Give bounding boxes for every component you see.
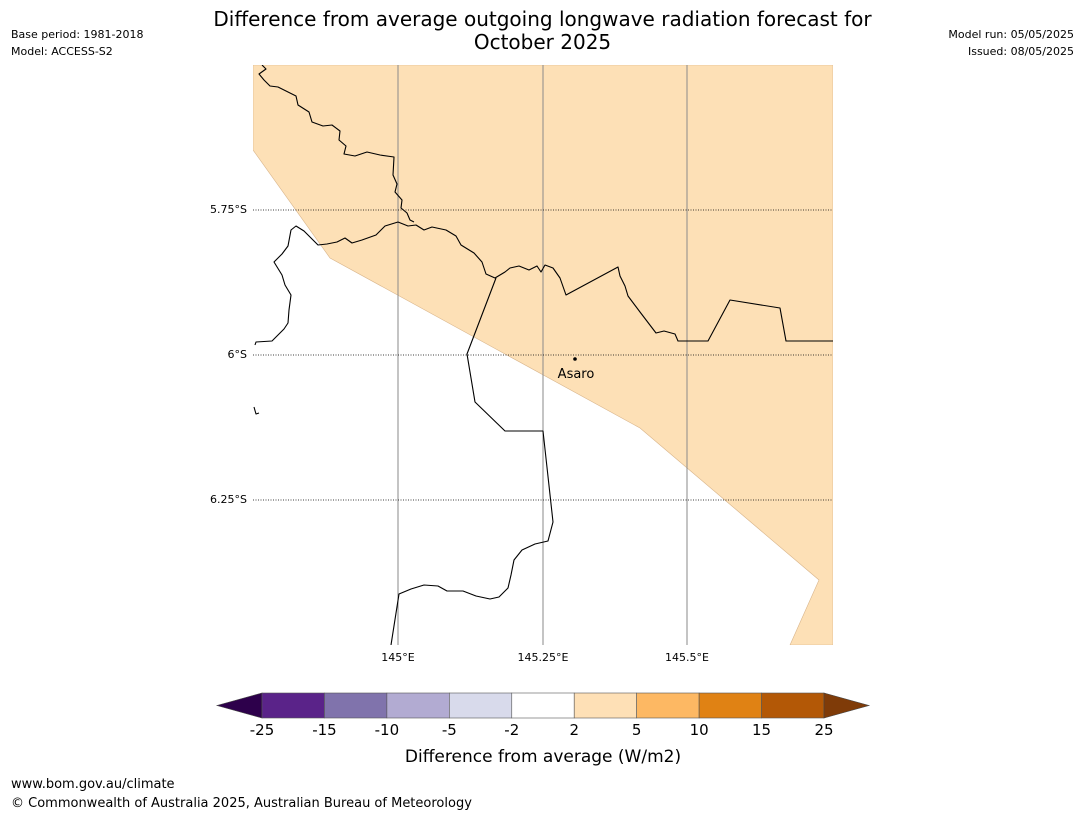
lon-label: 145°E [381,651,414,664]
lat-label: 5.75°S [210,203,247,216]
lat-label: 6.25°S [210,493,247,506]
colorbar-title: Difference from average (W/m2) [405,747,681,767]
boundary-line [254,221,833,346]
colorbar-tick-label: 10 [690,721,709,739]
title-line-1: Difference from average outgoing longwav… [213,7,872,31]
colorbar-tick-label: 5 [632,721,642,739]
boundary-line [258,65,415,223]
colorbar-segment [261,692,325,719]
asaro-marker [573,357,577,361]
colorbar-ticks: -25 -15 -10 -5 -2 2 5 10 15 25 [250,721,834,739]
colorbar-under-arrow [215,692,263,719]
model-text: Model: ACCESS-S2 [11,45,113,58]
colorbar-segment [511,692,575,719]
boundary-line [390,277,554,645]
colorbar-tick-label: 2 [569,721,579,739]
footer: www.bom.gov.au/climate © Commonwealth of… [11,775,472,813]
map-title: Difference from average outgoing longwav… [180,8,905,54]
colorbar-segment [449,692,513,719]
colorbar-tick-label: -2 [504,721,519,739]
colorbar-tick-label: 25 [814,721,833,739]
colorbar-tick-label: -25 [250,721,275,739]
map-area: Asaro [253,65,833,645]
colorbar: -25 -15 -10 -5 -2 2 5 10 15 25 Difference from av… [215,692,871,767]
footer-copyright: © Commonwealth of Australia 2025, Austra… [11,796,472,811]
colorbar-segment [761,692,825,719]
asaro-label: Asaro [558,367,595,382]
issued-text: Issued: 08/05/2025 [967,45,1074,58]
colorbar-tick-label: -5 [442,721,457,739]
title-line-2: October 2025 [473,30,612,54]
lat-label: 6°S [228,348,247,361]
province-boundaries [253,65,833,645]
footer-url[interactable]: www.bom.gov.au/climate [11,777,175,792]
meta-right: Model run: 05/05/2025 Issued: 08/05/2025 [948,26,1074,60]
colorbar-segment [573,692,637,719]
lon-label: 145.5°E [665,651,709,664]
meta-left: Base period: 1981-2018 Model: ACCESS-S2 [11,26,143,60]
colorbar-segment [386,692,450,719]
boundary-line [253,406,260,415]
colorbar-tick-label: 15 [752,721,771,739]
colorbar-tick-label: -15 [312,721,337,739]
colorbar-tick-label: -10 [375,721,400,739]
colorbar-over-arrow [823,692,871,719]
colorbar-segment [636,692,700,719]
colorbar-segment [324,692,388,719]
colorbar-segment [698,692,762,719]
base-period-text: Base period: 1981-2018 [11,28,144,41]
lon-label: 145.25°E [518,651,569,664]
model-run-text: Model run: 05/05/2025 [948,28,1074,41]
colorbar-segments [261,692,825,719]
